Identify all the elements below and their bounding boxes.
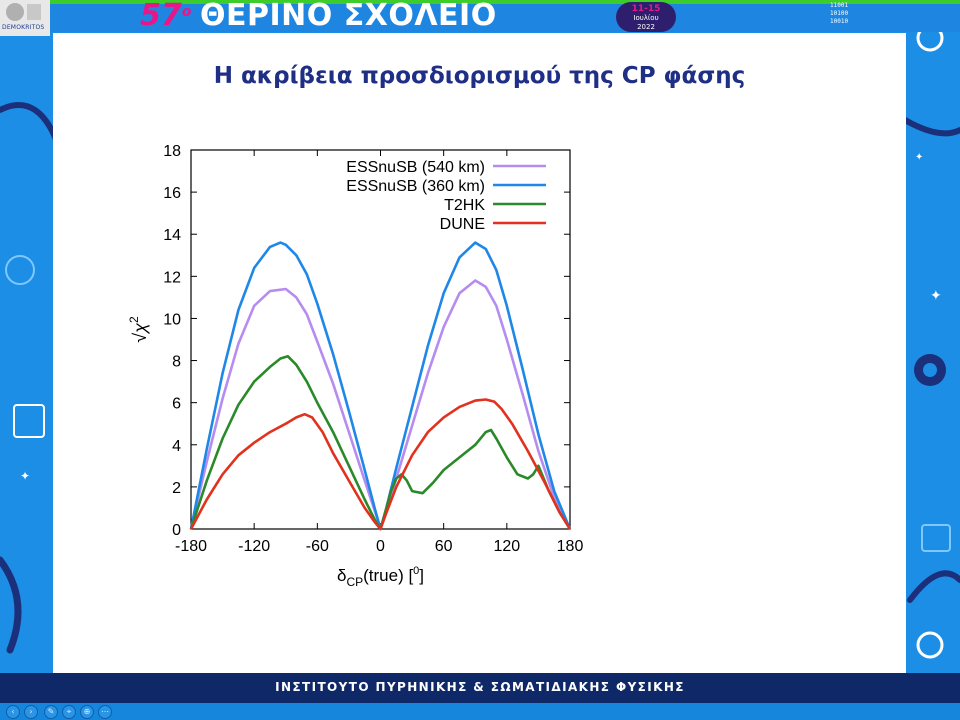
more-icon[interactable]: ⋯ bbox=[98, 705, 112, 719]
slide-title: Η ακρίβεια προσδιορισμού της CP φάσης bbox=[213, 63, 746, 89]
x-tick-label: -120 bbox=[238, 538, 270, 555]
series-line-2 bbox=[189, 355, 572, 531]
date-year: 2022 bbox=[637, 23, 655, 31]
legend-label: DUNE bbox=[440, 216, 485, 233]
date-badge: 11-15 Ιουλίου 2022 bbox=[616, 2, 676, 32]
pen-icon[interactable]: ✎ bbox=[44, 705, 58, 719]
y-tick-label: 10 bbox=[163, 311, 181, 328]
svg-text:✦: ✦ bbox=[915, 152, 923, 163]
top-banner bbox=[0, 0, 960, 32]
next-icon[interactable]: › bbox=[24, 705, 38, 719]
x-tick-label: 60 bbox=[435, 538, 453, 555]
legend-label: ESSnuSB (540 km) bbox=[346, 159, 485, 176]
x-tick-label: 120 bbox=[493, 538, 520, 555]
x-tick-label: 180 bbox=[557, 538, 584, 555]
date-range: 11-15 bbox=[631, 4, 661, 14]
series-line-0 bbox=[189, 279, 572, 531]
legend-label: T2HK bbox=[444, 197, 485, 214]
x-axis-label: δCP(true) [0] bbox=[337, 565, 424, 589]
series-line-1 bbox=[189, 241, 572, 531]
x-tick-label: -180 bbox=[175, 538, 207, 555]
y-tick-label: 2 bbox=[172, 480, 181, 497]
y-axis-label: √χ2 bbox=[127, 316, 150, 343]
y-tick-label: 12 bbox=[163, 269, 181, 286]
legend-label: ESSnuSB (360 km) bbox=[346, 178, 485, 195]
binary-decoration: 11001 10100 10010 bbox=[830, 2, 849, 25]
zoom-icon[interactable]: ⊕ bbox=[80, 705, 94, 719]
y-tick-label: 14 bbox=[163, 227, 181, 244]
y-tick-label: 18 bbox=[163, 143, 181, 160]
slide-canvas: Η ακρίβεια προσδιορισμού της CP φάσης 0 2… bbox=[53, 33, 906, 673]
x-tick-label: 0 bbox=[376, 538, 385, 555]
prev-icon[interactable]: ‹ bbox=[6, 705, 20, 719]
y-tick-label: 16 bbox=[163, 185, 181, 202]
footer-text: ΙΝΣΤΙΤΟΥΤΟ ΠΥΡΗΝΙΚΗΣ & ΣΩΜΑΤΙΔΙΑΚΗΣ ΦΥΣΙ… bbox=[275, 680, 685, 694]
logo-text: DEMOKRITOS bbox=[2, 24, 45, 31]
y-tick-label: 4 bbox=[172, 438, 181, 455]
plot-frame bbox=[190, 149, 571, 530]
date-month: Ιουλίου bbox=[633, 14, 659, 22]
banner-number: 57o bbox=[140, 0, 192, 33]
y-tick-label: 6 bbox=[172, 396, 181, 413]
top-accent-line bbox=[0, 0, 960, 4]
pointer-icon[interactable]: ⌖ bbox=[62, 705, 76, 719]
y-tick-label: 0 bbox=[172, 522, 181, 539]
x-tick-label: -60 bbox=[306, 538, 329, 555]
institute-logo: DEMOKRITOS bbox=[0, 0, 50, 36]
svg-text:✦: ✦ bbox=[20, 469, 30, 483]
logo-emblem-icon bbox=[6, 3, 41, 21]
banner-title: ΘΕΡΙΝΟ ΣΧΟΛΕΙΟ bbox=[200, 0, 497, 33]
y-tick-label: 8 bbox=[172, 354, 181, 371]
series-line-3 bbox=[189, 398, 572, 531]
svg-text:✦: ✦ bbox=[930, 288, 942, 304]
presentation-toolbar: ‹ › ✎ ⌖ ⊕ ⋯ bbox=[0, 703, 960, 720]
footer-bar: ΙΝΣΤΙΤΟΥΤΟ ΠΥΡΗΝΙΚΗΣ & ΣΩΜΑΤΙΔΙΑΚΗΣ ΦΥΣΙ… bbox=[0, 673, 960, 703]
sensitivity-chart: 0 2 4 6 8 10 12 14 16 18 -180 -120 -60 0 60 120 180 δCP(t… bbox=[127, 143, 584, 589]
